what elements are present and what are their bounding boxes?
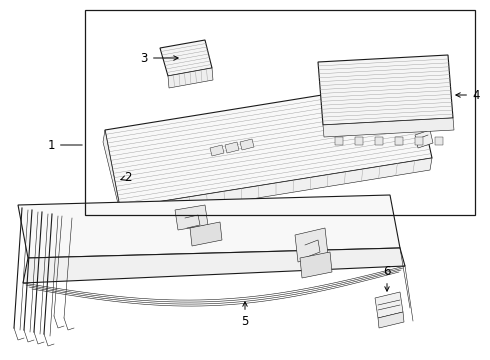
Polygon shape — [18, 195, 400, 258]
Text: 3: 3 — [0, 359, 1, 360]
Polygon shape — [335, 137, 343, 145]
Text: 6: 6 — [383, 265, 391, 291]
Polygon shape — [378, 312, 404, 328]
Polygon shape — [120, 158, 432, 220]
Polygon shape — [395, 137, 403, 145]
Polygon shape — [225, 142, 239, 153]
Polygon shape — [23, 248, 405, 283]
Polygon shape — [323, 118, 454, 137]
Polygon shape — [160, 40, 212, 76]
Polygon shape — [318, 55, 453, 125]
Text: 5: 5 — [241, 302, 249, 328]
Polygon shape — [168, 68, 213, 88]
Polygon shape — [415, 137, 423, 145]
Text: 4: 4 — [456, 89, 480, 102]
Polygon shape — [210, 145, 224, 156]
Polygon shape — [390, 105, 408, 123]
Polygon shape — [240, 139, 254, 150]
Polygon shape — [300, 252, 332, 278]
Polygon shape — [435, 137, 443, 145]
Polygon shape — [175, 205, 208, 230]
Polygon shape — [295, 228, 328, 262]
Polygon shape — [375, 292, 403, 318]
Polygon shape — [105, 80, 432, 208]
Polygon shape — [355, 95, 373, 113]
Text: 2: 2 — [121, 171, 132, 184]
Text: 1: 1 — [48, 139, 82, 152]
Text: 3: 3 — [141, 51, 178, 64]
Polygon shape — [415, 130, 433, 148]
Bar — [85, 10, 475, 215]
Polygon shape — [375, 137, 383, 145]
Polygon shape — [190, 222, 222, 246]
Polygon shape — [355, 137, 363, 145]
Polygon shape — [103, 130, 122, 220]
